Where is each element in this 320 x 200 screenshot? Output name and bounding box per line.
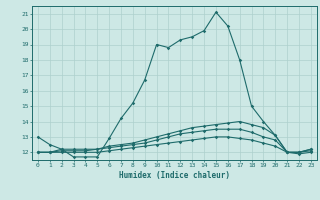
X-axis label: Humidex (Indice chaleur): Humidex (Indice chaleur) xyxy=(119,171,230,180)
